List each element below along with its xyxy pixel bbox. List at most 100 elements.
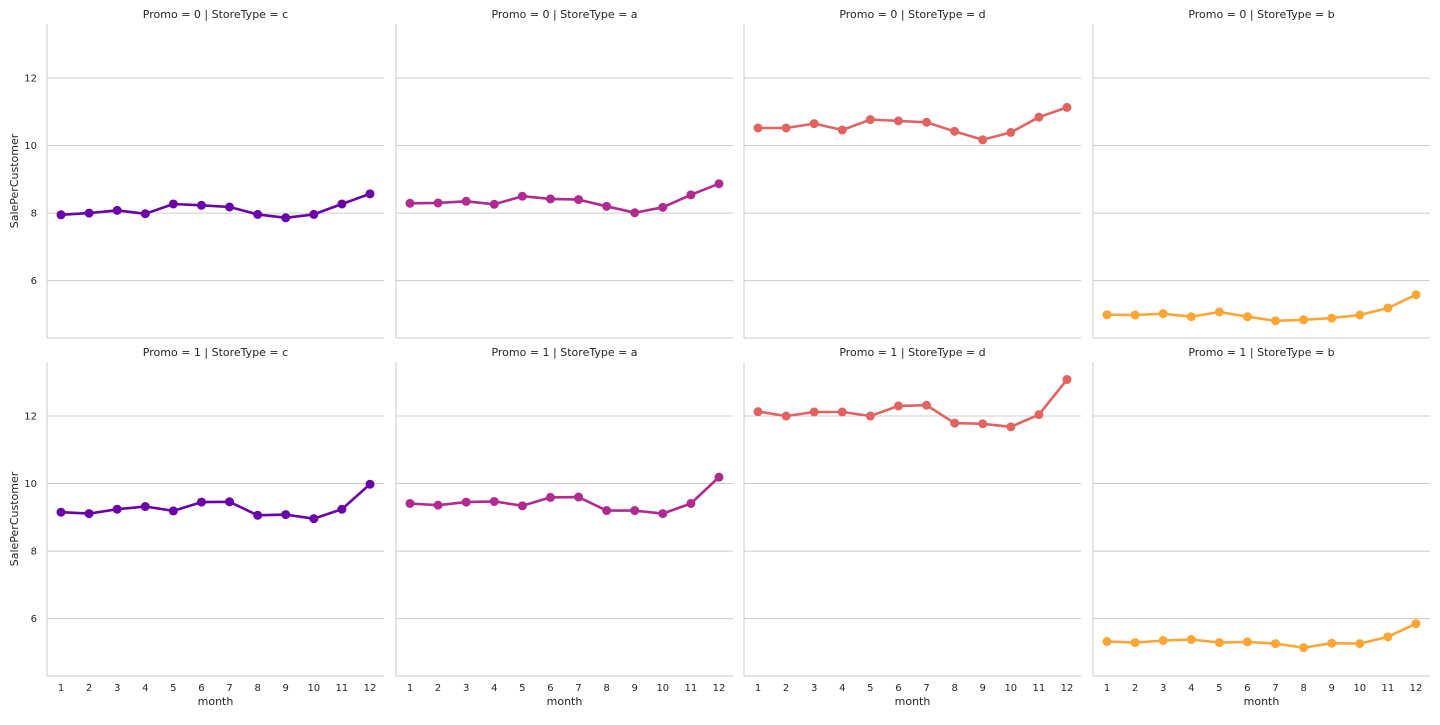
data-point — [196, 200, 206, 210]
data-point — [950, 126, 960, 136]
y-tick-label: 12 — [24, 412, 37, 423]
data-point — [56, 507, 66, 517]
panel-title: Promo = 1 | StoreType = c — [143, 346, 288, 359]
data-point — [658, 509, 668, 519]
x-tick-label: 4 — [491, 683, 497, 694]
data-point — [1130, 310, 1140, 320]
data-point — [461, 497, 471, 507]
data-point — [253, 209, 263, 219]
series-line — [60, 483, 371, 521]
y-tick-label: 8 — [31, 209, 37, 220]
data-point — [781, 123, 791, 133]
data-point — [865, 115, 875, 125]
x-tick-label: 2 — [86, 683, 92, 694]
data-point — [545, 492, 555, 502]
data-point — [1411, 619, 1421, 629]
data-point — [1062, 102, 1072, 112]
data-point — [84, 509, 94, 519]
x-tick-label: 11 — [336, 683, 349, 694]
data-point — [809, 407, 819, 417]
x-tick-label: 8 — [254, 683, 260, 694]
data-point — [433, 500, 443, 510]
x-tick-label: 10 — [307, 683, 320, 694]
data-point — [225, 497, 235, 507]
series-line — [409, 476, 720, 515]
x-tick-label: 4 — [1188, 683, 1194, 694]
x-tick-label: 6 — [895, 683, 901, 694]
data-point — [658, 202, 668, 212]
data-point — [196, 497, 206, 507]
data-point — [168, 199, 178, 209]
x-tick-label: 1 — [407, 683, 413, 694]
x-tick-label: 1 — [755, 683, 761, 694]
data-point — [1271, 639, 1281, 649]
data-point — [1130, 638, 1140, 648]
x-tick-label: 11 — [1033, 683, 1046, 694]
x-tick-label: 7 — [575, 683, 581, 694]
x-tick-label: 1 — [1104, 683, 1110, 694]
y-axis-label: SalePerCustomer — [8, 133, 21, 228]
panel-title: Promo = 1 | StoreType = a — [491, 346, 637, 359]
data-point — [1158, 636, 1168, 646]
y-axis-label: SalePerCustomer — [8, 471, 21, 566]
x-tick-label: 7 — [1272, 683, 1278, 694]
data-point — [112, 504, 122, 514]
data-point — [1214, 307, 1224, 317]
x-axis-label: month — [198, 695, 234, 708]
data-point — [517, 191, 527, 201]
data-point — [753, 123, 763, 133]
data-point — [978, 135, 988, 145]
x-tick-label: 6 — [198, 683, 204, 694]
x-tick-label: 2 — [435, 683, 441, 694]
y-tick-label: 12 — [24, 74, 37, 85]
data-point — [686, 498, 696, 508]
x-tick-label: 7 — [226, 683, 232, 694]
data-point — [365, 479, 375, 489]
data-point — [168, 506, 178, 516]
data-point — [112, 205, 122, 215]
data-point — [602, 506, 612, 516]
data-point — [225, 202, 235, 212]
data-point — [1411, 290, 1421, 300]
data-point — [1062, 375, 1072, 385]
x-tick-label: 5 — [867, 683, 873, 694]
x-tick-label: 9 — [1329, 683, 1335, 694]
panel-title: Promo = 0 | StoreType = a — [491, 8, 637, 21]
data-point — [1383, 632, 1393, 642]
series-line — [757, 378, 1069, 429]
data-point — [865, 411, 875, 421]
x-tick-label: 3 — [1160, 683, 1166, 694]
data-point — [1327, 313, 1337, 323]
x-tick-label: 7 — [923, 683, 929, 694]
panel-title: Promo = 1 | StoreType = b — [1188, 346, 1334, 359]
x-axis-label: month — [1244, 695, 1280, 708]
data-point — [337, 199, 347, 209]
series-line — [60, 192, 371, 220]
data-point — [1242, 637, 1252, 647]
data-point — [281, 510, 291, 520]
data-point — [1355, 310, 1365, 320]
data-point — [84, 208, 94, 218]
data-point — [1327, 638, 1337, 648]
x-tick-label: 6 — [1244, 683, 1250, 694]
data-point — [574, 195, 584, 205]
data-point — [405, 198, 415, 208]
data-point — [1214, 638, 1224, 648]
series-line — [758, 106, 1068, 142]
x-tick-label: 12 — [713, 683, 726, 694]
y-tick-label: 6 — [31, 614, 37, 625]
series-line — [1106, 293, 1417, 323]
x-tick-label: 10 — [656, 683, 669, 694]
data-point — [517, 501, 527, 511]
panel-2: Promo = 0 | StoreType = d — [743, 8, 1081, 339]
data-point — [489, 199, 499, 209]
x-tick-label: 8 — [1300, 683, 1306, 694]
x-tick-label: 6 — [547, 683, 553, 694]
data-point — [1006, 127, 1016, 137]
data-point — [893, 401, 903, 411]
y-tick-label: 6 — [31, 276, 37, 287]
x-tick-label: 3 — [114, 683, 120, 694]
data-point — [893, 116, 903, 126]
